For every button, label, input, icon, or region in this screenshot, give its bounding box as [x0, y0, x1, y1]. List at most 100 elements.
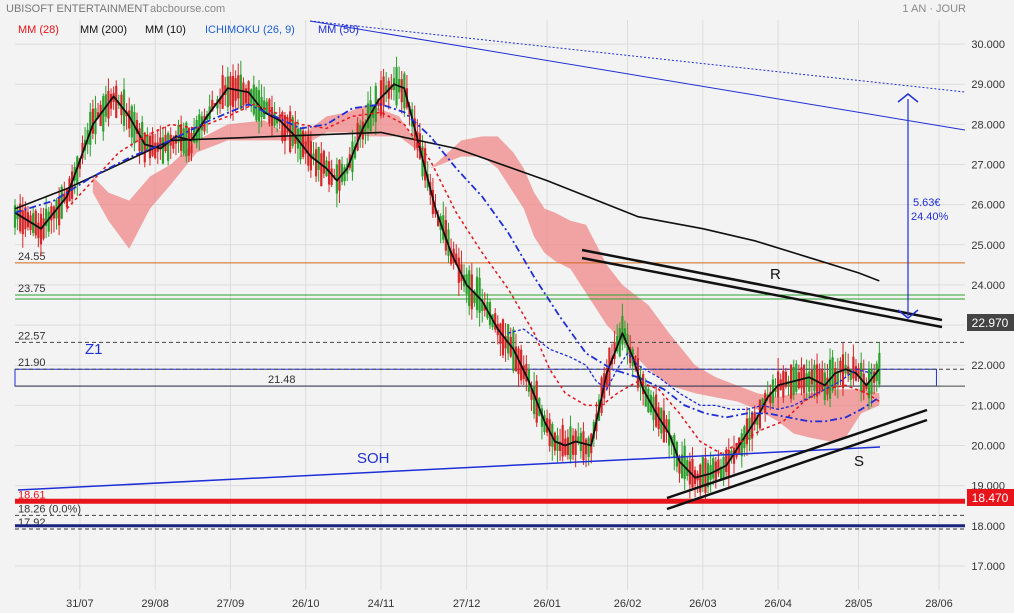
level-label: 21.90: [18, 357, 46, 369]
candle-body: [263, 100, 266, 120]
y-tick-label: 28.000: [971, 119, 1005, 131]
level-label: 18.26 (0.0%): [18, 503, 81, 515]
candle-body: [774, 388, 777, 392]
candle-body: [122, 89, 126, 126]
candle-body: [45, 208, 48, 226]
candle-body: [740, 433, 743, 457]
candle-body: [211, 99, 214, 112]
candle-body: [558, 441, 562, 451]
cloud-area: [92, 104, 880, 442]
candle-body: [359, 125, 362, 137]
candle-body: [756, 415, 759, 425]
candle-body: [470, 274, 473, 310]
y-tick-label: 21.000: [971, 400, 1005, 412]
candle-body: [727, 449, 730, 478]
indicator-lines: [14, 83, 881, 479]
channel-line: [309, 20, 966, 131]
candle-body: [109, 94, 113, 109]
candle-body: [857, 367, 860, 378]
candle-body: [151, 134, 154, 156]
candle-body: [182, 128, 185, 154]
x-tick-label: 26/02: [614, 598, 642, 610]
candle-body: [574, 430, 577, 455]
candle-body: [478, 277, 481, 313]
candle-body: [89, 111, 92, 145]
last-price-box: [967, 314, 1014, 331]
candle-body: [766, 394, 769, 397]
candle-body: [701, 456, 704, 486]
annotation-r: R: [770, 266, 781, 283]
x-tick-label: 28/06: [925, 598, 953, 610]
candle-body: [400, 79, 403, 103]
candle-body: [19, 203, 22, 232]
candle-body: [154, 142, 157, 159]
candle-body: [761, 398, 764, 410]
y-tick-label: 29.000: [971, 79, 1005, 91]
candle-body: [21, 210, 24, 235]
candle-body: [146, 134, 149, 151]
candle-body: [226, 76, 229, 108]
candle-body: [577, 436, 580, 443]
candle-body: [878, 352, 881, 385]
candle-body: [564, 438, 567, 455]
candle-body: [800, 367, 803, 389]
series-line: [14, 83, 881, 479]
candle-body: [307, 136, 310, 166]
candle-body: [813, 364, 816, 392]
candle-body: [291, 117, 294, 146]
candle-body: [302, 130, 305, 158]
candle-body: [172, 137, 175, 149]
candle-body: [47, 211, 50, 232]
y-tick-label: 22.000: [971, 360, 1005, 372]
candle-body: [865, 384, 868, 390]
candle-body: [239, 74, 242, 109]
candle-body: [96, 112, 100, 118]
candle-body: [525, 363, 528, 382]
y-tick-label: 26.000: [971, 200, 1005, 212]
candle-body: [244, 88, 248, 104]
annotation-s: S: [854, 453, 864, 470]
candle-body: [128, 110, 131, 129]
chart-title: UBISOFT ENTERTAINMENT: [6, 3, 149, 15]
candle-body: [452, 248, 455, 263]
candle-body: [719, 466, 723, 479]
candle-body: [561, 425, 564, 457]
candle-body: [678, 458, 681, 474]
candle-body: [784, 371, 788, 387]
candle-body: [808, 371, 811, 392]
candle-body: [745, 418, 749, 445]
candle-body: [294, 122, 297, 144]
candle-body: [712, 458, 715, 479]
candle-body: [174, 134, 178, 144]
chart-source: abcbourse.com: [150, 3, 225, 15]
annotation-z1: Z1: [85, 341, 103, 358]
candles: [13, 56, 881, 503]
candle-body: [805, 373, 808, 386]
target-pct: 24.40%: [911, 211, 949, 223]
annotation-soh: SOH: [357, 450, 390, 467]
candle-body: [683, 445, 686, 480]
candle-body: [566, 437, 569, 455]
candle-body: [449, 250, 453, 265]
x-tick-label: 27/12: [453, 598, 481, 610]
candle-body: [623, 328, 627, 341]
candle-body: [218, 98, 222, 105]
candle-body: [268, 99, 271, 124]
y-tick-label: 20.000: [971, 440, 1005, 452]
candle-body: [543, 415, 546, 433]
candle-body: [229, 76, 232, 106]
candle-body: [849, 370, 852, 381]
series-line: [508, 328, 872, 411]
candle-body: [530, 387, 533, 400]
x-axis: 31/07 29/08 27/09 26/10 24/11 27/12 26/01 26/02…: [66, 598, 953, 610]
candle-body: [655, 394, 658, 427]
series-line: [66, 103, 880, 455]
candle-body: [190, 133, 193, 154]
candle-body: [148, 135, 152, 159]
candle-body: [605, 368, 608, 388]
candle-body: [873, 371, 876, 383]
candle-body: [839, 360, 842, 373]
candle-body: [13, 205, 17, 228]
candle-body: [852, 356, 855, 379]
candle-body: [320, 153, 323, 187]
